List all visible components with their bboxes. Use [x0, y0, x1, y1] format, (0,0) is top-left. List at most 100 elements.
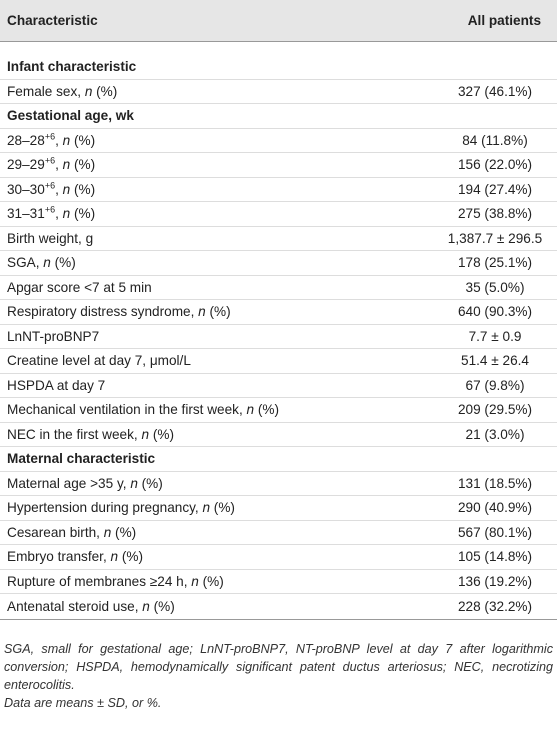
label-part: , [55, 206, 63, 222]
label-part: +6 [44, 180, 56, 191]
table-row: Cesarean birth, n (%) 567 (80.1%) [0, 521, 557, 545]
row-label: Respiratory distress syndrome, n (%) [0, 304, 439, 319]
footnote: Data are means ± SD, or %. [4, 695, 162, 710]
row-value: 7.7 ± 0.9 [468, 328, 522, 344]
label-part: (%) [210, 500, 235, 516]
label-part: (%) [70, 132, 96, 148]
label-part: (%) [149, 598, 175, 614]
label-part: n [110, 549, 119, 565]
section-row: Gestational age, wk [0, 104, 557, 129]
label-part: Mechanical ventilation in the first week… [7, 402, 247, 418]
label-part: , [55, 132, 63, 148]
row-label: Antenatal steroid use, n (%) [0, 599, 439, 614]
label-part: n [103, 524, 112, 540]
label-part: 29–29 [7, 157, 45, 173]
row-value: 290 (40.9%) [457, 500, 533, 516]
label-part: n [43, 255, 51, 271]
label-part: n [202, 500, 211, 516]
row-label: Rupture of membranes ≥24 h, n (%) [0, 574, 439, 589]
label-part: Hypertension during pregnancy, [7, 500, 203, 516]
label-part: (%) [70, 206, 96, 222]
table-row: LnNT-proBNP7 7.7 ± 0.9 [0, 325, 557, 349]
table-body: Infant characteristic Female sex, n (%) 32… [0, 55, 557, 619]
label-part: 30–30 [7, 181, 45, 197]
row-value: 1,387.7 ± 296.5 [447, 230, 543, 246]
section-label: Maternal characteristic [7, 451, 156, 467]
label-part: SGA, [7, 255, 44, 271]
label-part: LnNT-proBNP7 [7, 328, 100, 344]
table-row: NEC in the first week, n (%) 21 (3.0%) [0, 423, 557, 447]
label-part: (%) [137, 475, 163, 491]
table-row: Mechanical ventilation in the first week… [0, 398, 557, 423]
row-label: Hypertension during pregnancy, n (%) [0, 500, 439, 515]
row-label: Female sex, n (%) [0, 84, 439, 99]
row-label: Apgar score <7 at 5 min [0, 280, 439, 295]
row-value: 567 (80.1%) [457, 524, 533, 540]
label-part: (%) [205, 304, 231, 320]
label-part: , [55, 181, 63, 197]
spacer [0, 42, 557, 55]
table-row: 30–30+6, n (%) 194 (27.4%) [0, 178, 557, 202]
label-part: n [84, 83, 93, 99]
row-value: 131 (18.5%) [457, 475, 533, 491]
label-part: n [62, 206, 71, 222]
row-label: 29–29+6, n (%) [0, 156, 439, 173]
label-part: n [141, 426, 150, 442]
header-cell: Characteristic [7, 13, 98, 28]
table-row: SGA, n (%) 178 (25.1%) [0, 251, 557, 276]
row-value: 178 (25.1%) [457, 255, 533, 271]
table-row: 28–28+6, n (%) 84 (11.8%) [0, 129, 557, 153]
label-part: n [142, 598, 150, 614]
table-row: Maternal age >35 y, n (%) 131 (18.5%) [0, 472, 557, 496]
row-value: 21 (3.0%) [465, 426, 525, 442]
label-part: Creatine level at day 7, μmol/L [7, 353, 191, 369]
section-label: Infant characteristic [7, 59, 137, 75]
label-part: (%) [149, 426, 174, 442]
label-part: n [246, 402, 255, 418]
row-label: Birth weight, g [0, 231, 439, 246]
label-part: , [55, 157, 63, 173]
row-label: Cesarean birth, n (%) [0, 525, 439, 540]
label-part: NEC in the first week, [7, 426, 142, 442]
table: Characteristic All patients Infant chara… [0, 0, 557, 620]
row-value: 275 (38.8%) [457, 206, 533, 222]
row-value: 67 (9.8%) [465, 377, 525, 393]
row-value: 51.4 ± 26.4 [461, 353, 529, 369]
label-part: 28–28 [7, 132, 45, 148]
label-part: (%) [92, 83, 118, 99]
row-value: 640 (90.3%) [457, 304, 533, 320]
label-part: Female sex, [7, 83, 85, 99]
row-label: 31–31+6, n (%) [0, 204, 439, 222]
label-part: (%) [111, 524, 137, 540]
label-part: +6 [44, 131, 56, 142]
row-value: 84 (11.8%) [462, 132, 528, 148]
row-label: NEC in the first week, n (%) [0, 427, 439, 442]
table-row: 29–29+6, n (%) 156 (22.0%) [0, 153, 557, 178]
row-label: SGA, n (%) [0, 255, 439, 270]
label-part: +6 [44, 204, 56, 215]
row-value: 209 (29.5%) [457, 402, 533, 418]
row-value: 136 (19.2%) [457, 573, 533, 589]
label-part: 31–31 [7, 206, 45, 222]
label-part: Birth weight, g [7, 230, 94, 246]
table-row: Respiratory distress syndrome, n (%) 640 … [0, 300, 557, 325]
label-part: n [130, 475, 138, 491]
row-value: 194 (27.4%) [457, 181, 533, 197]
section-label: Gestational age, wk [7, 108, 134, 124]
footnotes: SGA, small for gestational age; LnNT-pro… [0, 620, 557, 712]
row-label: Maternal age >35 y, n (%) [0, 476, 439, 491]
row-value: 35 (5.0%) [465, 279, 525, 295]
footnote: SGA, small for gestational age; LnNT-pro… [4, 641, 553, 692]
row-label: Mechanical ventilation in the first week… [0, 402, 439, 417]
table-row: Embryo transfer, n (%) 105 (14.8%) [0, 545, 557, 570]
table-row: Female sex, n (%) 327 (46.1%) [0, 80, 557, 104]
table-row: Antenatal steroid use, n (%) 228 (32.2%) [0, 594, 557, 619]
row-label: 30–30+6, n (%) [0, 180, 439, 197]
label-part: n [62, 181, 71, 197]
row-label: LnNT-proBNP7 [0, 329, 439, 344]
table-row: HSPDA at day 7 67 (9.8%) [0, 374, 557, 398]
row-value: 327 (46.1%) [457, 83, 533, 99]
label-part: (%) [50, 255, 76, 271]
label-part: Maternal age >35 y, [7, 475, 131, 491]
table-row: Creatine level at day 7, μmol/L 51.4 ± 26… [0, 349, 557, 374]
